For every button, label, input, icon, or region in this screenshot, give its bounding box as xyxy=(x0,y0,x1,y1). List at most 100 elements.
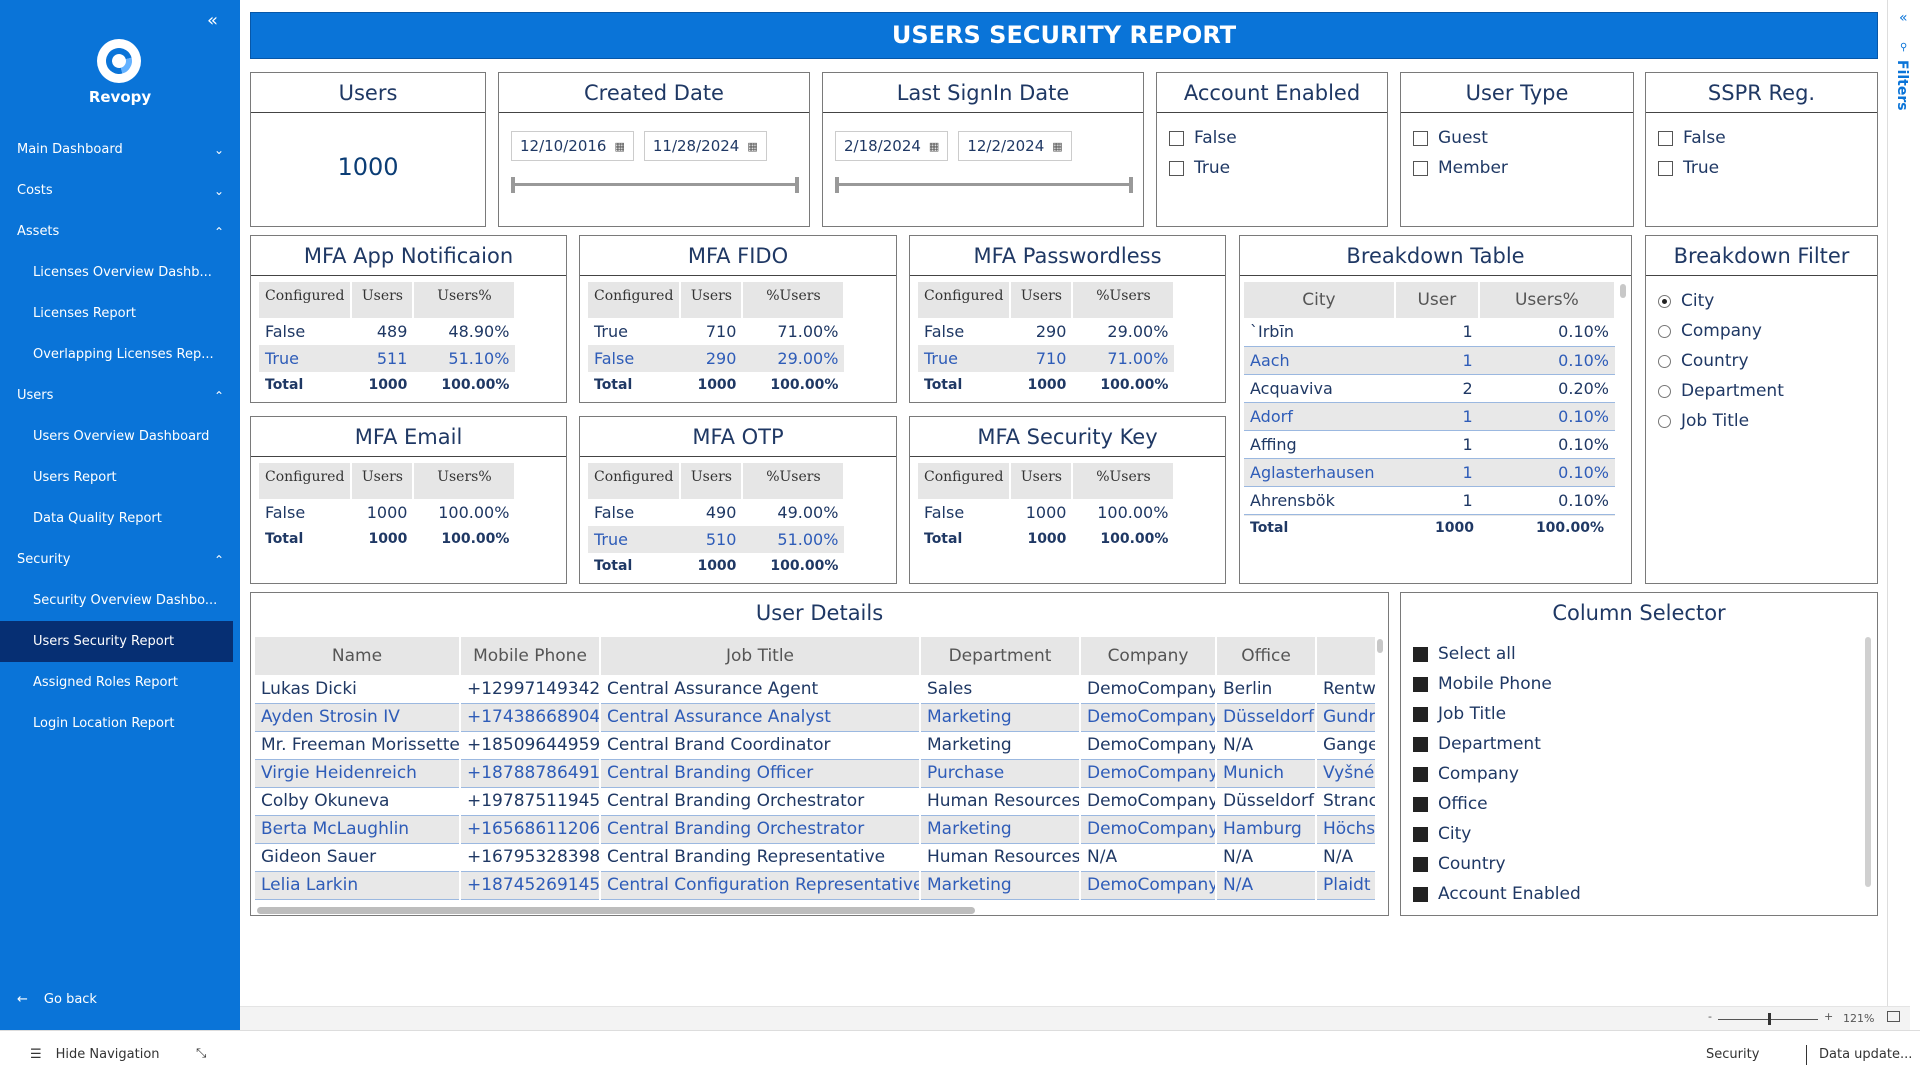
column-header[interactable]: Configured xyxy=(588,282,682,318)
table-row[interactable]: Acquaviva 2 0.20% xyxy=(1244,374,1615,403)
checked-checkbox[interactable] xyxy=(1413,796,1428,812)
column-header[interactable]: Users% xyxy=(413,463,517,499)
table-row[interactable]: Aichelberg10.10% xyxy=(1244,514,1615,516)
column-option[interactable]: Account Enabled xyxy=(1413,879,1865,909)
chevron-up-icon[interactable]: ⌃ xyxy=(213,224,224,239)
calendar-icon[interactable]: ▦ xyxy=(747,139,758,153)
nav-item-12[interactable]: Users Security Report xyxy=(0,621,233,662)
column-header[interactable]: Office xyxy=(1216,637,1317,675)
nav-item-10[interactable]: Security ⌃ xyxy=(0,539,240,580)
radio-button[interactable] xyxy=(1658,384,1671,398)
signin-start-date-input[interactable]: 2/18/2024 ▦ xyxy=(835,131,949,161)
vertical-scrollbar[interactable] xyxy=(1865,637,1871,887)
nav-item-8[interactable]: Users Report xyxy=(0,457,240,498)
column-header[interactable]: Users xyxy=(1010,463,1074,499)
checkbox[interactable] xyxy=(1658,130,1673,146)
column-option[interactable]: Mobile Phone xyxy=(1413,669,1865,699)
chevron-down-icon[interactable]: ⌄ xyxy=(213,183,224,198)
table-row[interactable]: Lukas Dicki +12997149342 Central Assurance… xyxy=(255,675,1375,704)
hide-navigation-button[interactable]: ☰ Hide Navigation xyxy=(30,1047,160,1062)
column-header[interactable]: Users xyxy=(680,463,744,499)
chevron-up-icon[interactable]: ⌃ xyxy=(213,388,224,403)
horizontal-scrollbar[interactable] xyxy=(257,907,975,914)
nav-item-3[interactable]: Licenses Overview Dashb... xyxy=(0,252,240,293)
column-header[interactable] xyxy=(1316,637,1375,675)
radio-option[interactable]: Country xyxy=(1658,346,1865,376)
nav-item-7[interactable]: Users Overview Dashboard xyxy=(0,416,240,457)
column-header[interactable]: %Users xyxy=(742,282,846,318)
checkbox-option[interactable]: False xyxy=(1658,123,1865,153)
table-row[interactable]: Aach 1 0.10% xyxy=(1244,346,1615,375)
column-header[interactable]: Configured xyxy=(918,463,1012,499)
nav-item-1[interactable]: Costs ⌄ xyxy=(0,170,240,211)
table-row[interactable]: `Irbīn 1 0.10% xyxy=(1244,318,1615,347)
zoom-in-button[interactable]: + xyxy=(1824,1010,1834,1023)
column-option[interactable]: Select all xyxy=(1413,639,1865,669)
table-row[interactable]: Lelia Larkin +18745269145 Central Configur… xyxy=(255,871,1375,900)
table-row[interactable]: Aglasterhausen 1 0.10% xyxy=(1244,458,1615,487)
filters-label[interactable]: Filters xyxy=(1894,60,1910,111)
checked-checkbox[interactable] xyxy=(1413,706,1428,722)
column-header[interactable]: %Users xyxy=(1072,463,1176,499)
checked-checkbox[interactable] xyxy=(1413,826,1428,842)
vertical-scrollbar[interactable] xyxy=(1620,284,1626,298)
column-header[interactable]: Configured xyxy=(588,463,682,499)
signin-end-date-input[interactable]: 12/2/2024 ▦ xyxy=(958,131,1072,161)
checkbox-option[interactable]: Guest xyxy=(1413,123,1621,153)
table-row[interactable]: Berta McLaughlin +16568611206 Central Bran… xyxy=(255,815,1375,844)
nav-item-5[interactable]: Overlapping Licenses Rep... xyxy=(0,334,240,375)
column-header[interactable]: Users xyxy=(1010,282,1074,318)
nav-item-0[interactable]: Main Dashboard ⌄ xyxy=(0,129,240,170)
checked-checkbox[interactable] xyxy=(1413,676,1428,692)
checkbox-option[interactable]: False xyxy=(1169,123,1375,153)
created-end-date-input[interactable]: 11/28/2024 ▦ xyxy=(643,131,767,161)
column-header[interactable]: Configured xyxy=(259,282,353,318)
zoom-out-button[interactable]: - xyxy=(1708,1010,1712,1023)
radio-button[interactable] xyxy=(1658,294,1671,308)
table-row[interactable]: Affing 1 0.10% xyxy=(1244,430,1615,459)
column-option[interactable]: Job Title xyxy=(1413,699,1865,729)
column-header[interactable]: %Users xyxy=(742,463,846,499)
column-header[interactable]: Job Title xyxy=(600,637,921,675)
column-header[interactable]: Users xyxy=(680,282,744,318)
filters-pane-collapsed[interactable]: « ⚲ Filters xyxy=(1887,0,1920,1006)
checked-checkbox[interactable] xyxy=(1413,766,1428,782)
fit-to-page-icon[interactable] xyxy=(1887,1011,1900,1022)
calendar-icon[interactable]: ▦ xyxy=(614,139,625,153)
column-header[interactable]: Configured xyxy=(918,282,1012,318)
table-row[interactable]: Ayden Strosin IV +17438668904 Central Assu… xyxy=(255,703,1375,732)
radio-button[interactable] xyxy=(1658,414,1671,428)
column-option[interactable]: Country xyxy=(1413,849,1865,879)
column-header[interactable]: Users% xyxy=(1478,282,1617,318)
table-row[interactable]: Ahrensbök 1 0.10% xyxy=(1244,486,1615,515)
signin-date-range-slider[interactable] xyxy=(835,177,1133,193)
breakdown-table-scroll[interactable]: City User Users% `Irbīn 1 0.10% Aach 1 0.10% Acqu… xyxy=(1244,282,1628,516)
go-back-button[interactable]: ← Go back xyxy=(17,992,97,1007)
checkbox-option[interactable]: True xyxy=(1658,153,1865,183)
checkbox-option[interactable]: True xyxy=(1169,153,1375,183)
radio-button[interactable] xyxy=(1658,324,1671,338)
radio-option[interactable]: Company xyxy=(1658,316,1865,346)
column-header[interactable]: User xyxy=(1394,282,1480,318)
radio-button[interactable] xyxy=(1658,354,1671,368)
checked-checkbox[interactable] xyxy=(1413,736,1428,752)
calendar-icon[interactable]: ▦ xyxy=(1052,139,1063,153)
table-row[interactable]: Mr. Freeman Morissette +18509644959 Centra… xyxy=(255,731,1375,760)
nav-item-13[interactable]: Assigned Roles Report xyxy=(0,662,240,703)
column-header[interactable]: Users% xyxy=(413,282,517,318)
table-row[interactable]: Virgie Heidenreich +18788786491 Central Br… xyxy=(255,759,1375,788)
zoom-slider-handle[interactable] xyxy=(1768,1013,1771,1025)
vertical-scrollbar[interactable] xyxy=(1377,639,1383,653)
checked-checkbox[interactable] xyxy=(1413,646,1428,662)
table-row[interactable]: Adorf 1 0.10% xyxy=(1244,402,1615,431)
created-date-range-slider[interactable] xyxy=(511,177,799,193)
created-start-date-input[interactable]: 12/10/2016 ▦ xyxy=(511,131,634,161)
column-header[interactable]: Users xyxy=(351,282,415,318)
checkbox[interactable] xyxy=(1169,130,1184,146)
checkbox[interactable] xyxy=(1413,160,1428,176)
table-row[interactable]: Colby Okuneva +19787511945 Central Brandin… xyxy=(255,787,1375,816)
checked-checkbox[interactable] xyxy=(1413,856,1428,872)
column-header[interactable]: City xyxy=(1244,282,1396,318)
radio-option[interactable]: Department xyxy=(1658,376,1865,406)
chevron-down-icon[interactable]: ⌄ xyxy=(213,142,224,157)
